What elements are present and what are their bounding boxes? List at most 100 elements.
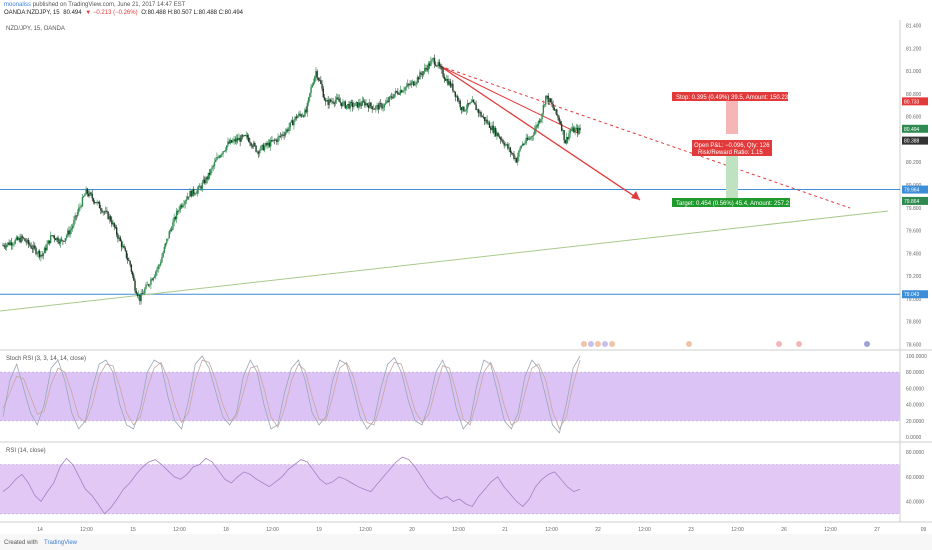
stop-zone[interactable] bbox=[726, 97, 738, 134]
event-icon bbox=[796, 341, 802, 347]
candle-body bbox=[142, 293, 145, 295]
candle-body bbox=[14, 239, 16, 244]
candle-body bbox=[526, 137, 529, 140]
tradingview-logo[interactable]: TradingView bbox=[44, 540, 78, 546]
candle-body bbox=[42, 253, 45, 256]
candle-body bbox=[436, 65, 438, 67]
candle-body bbox=[428, 63, 431, 66]
red-arrow-line[interactable] bbox=[439, 65, 641, 201]
target-zone[interactable] bbox=[726, 142, 738, 200]
candle-body bbox=[224, 149, 227, 151]
candle-body bbox=[480, 111, 482, 117]
candle-body bbox=[173, 217, 175, 223]
candle-body bbox=[345, 105, 348, 109]
candle-body bbox=[441, 67, 443, 70]
candle-body bbox=[482, 116, 485, 118]
rsi-pane[interactable]: 80.0000 60.0000 40.0000 bbox=[0, 450, 924, 515]
candle-body bbox=[388, 96, 390, 102]
candle-body bbox=[411, 81, 414, 83]
candle-body bbox=[200, 186, 202, 189]
red-dashed-trendline[interactable] bbox=[439, 65, 851, 209]
oscillator-tick-label: 40.0000 bbox=[906, 403, 924, 409]
candle-body bbox=[250, 143, 252, 146]
candle-body bbox=[508, 147, 510, 149]
candle-body bbox=[563, 130, 565, 140]
candle-body bbox=[531, 136, 534, 138]
candle-body bbox=[311, 85, 313, 88]
candle-body bbox=[449, 81, 452, 87]
candle-body bbox=[254, 143, 256, 146]
candle-body bbox=[13, 243, 15, 245]
event-icon bbox=[595, 341, 601, 347]
chart-title: NZD/JPY, 15, OANDA bbox=[6, 26, 65, 32]
stoch-rsi-pane[interactable]: 100.0000 80.0000 60.0000 40.0000 20.0000 0.00… bbox=[0, 354, 927, 441]
candle-body bbox=[260, 146, 262, 151]
candle-body bbox=[538, 121, 541, 123]
oscillator-tick-label: 60.0000 bbox=[906, 386, 924, 392]
symbol-line: OANDA:NZDJPY, 15 80.494 ▼ −0.213 (−0.26%… bbox=[4, 10, 245, 16]
candle-body bbox=[530, 137, 532, 139]
candle-body bbox=[48, 240, 51, 244]
candle-body bbox=[381, 103, 383, 109]
candle-body bbox=[118, 237, 120, 239]
candle-body bbox=[235, 138, 238, 142]
candle-body bbox=[163, 246, 166, 253]
candle-body bbox=[65, 235, 68, 239]
candle-body bbox=[257, 151, 260, 154]
price-label: 79.864 bbox=[904, 199, 920, 205]
price-chart[interactable]: NZD/JPY, 15, OANDA 81.400 81.200 81.000 80.… bbox=[0, 0, 932, 534]
candle-body bbox=[370, 102, 372, 107]
candle-body bbox=[74, 215, 76, 221]
candle-body bbox=[30, 245, 32, 249]
oscillator-band bbox=[0, 464, 900, 514]
candle-body bbox=[400, 90, 403, 93]
candle-body bbox=[562, 130, 564, 131]
candle-body bbox=[435, 64, 437, 66]
candle-body bbox=[502, 140, 504, 144]
candle-body bbox=[487, 122, 490, 124]
candle-body bbox=[249, 141, 251, 144]
stop-label-bg bbox=[672, 92, 788, 101]
candle-body bbox=[447, 78, 449, 85]
time-tick-label: 21 bbox=[502, 527, 508, 533]
candle-body bbox=[303, 115, 305, 117]
ratio-label: Risk/Reward Ratio: 1.15 bbox=[698, 150, 763, 156]
event-icon bbox=[581, 341, 587, 347]
candle-body bbox=[299, 113, 301, 115]
candle-body bbox=[270, 140, 272, 147]
candle-body bbox=[332, 101, 334, 103]
candle-body bbox=[316, 71, 318, 78]
price-label-bg bbox=[902, 136, 928, 145]
author-link[interactable]: moonaliss bbox=[4, 2, 32, 8]
candle-body bbox=[568, 133, 570, 140]
red-trendline-upper[interactable] bbox=[439, 65, 581, 135]
candle-body bbox=[84, 194, 86, 197]
candle-body bbox=[485, 119, 487, 122]
green-trendline[interactable] bbox=[0, 210, 889, 312]
price-tick-label: 81.200 bbox=[906, 46, 922, 52]
event-icons[interactable] bbox=[581, 341, 870, 347]
candle-body bbox=[96, 201, 98, 204]
candle-body bbox=[267, 142, 269, 146]
price-pane[interactable] bbox=[0, 20, 900, 350]
candle-body bbox=[24, 238, 26, 242]
candle-body bbox=[41, 254, 43, 256]
candle-body bbox=[578, 127, 580, 133]
candle-body bbox=[112, 222, 114, 225]
candle-body bbox=[497, 132, 499, 137]
candle-body bbox=[89, 192, 91, 196]
oscillator-tick-label: 80.0000 bbox=[906, 370, 924, 376]
candle-body bbox=[545, 95, 547, 105]
candle-body bbox=[268, 142, 271, 147]
candle-body bbox=[178, 210, 180, 212]
candle-body bbox=[168, 231, 170, 239]
candle-body bbox=[104, 210, 107, 213]
candle-body bbox=[326, 100, 328, 102]
candle-body bbox=[38, 250, 41, 257]
candle-body bbox=[292, 120, 294, 126]
candle-body bbox=[548, 98, 551, 103]
stop-label: Stop: 0.395 (0.49%) 39.5, Amount: 150.23 bbox=[676, 95, 789, 101]
candle-body bbox=[337, 97, 339, 99]
candle-body bbox=[365, 103, 367, 106]
candle-body bbox=[10, 242, 13, 246]
